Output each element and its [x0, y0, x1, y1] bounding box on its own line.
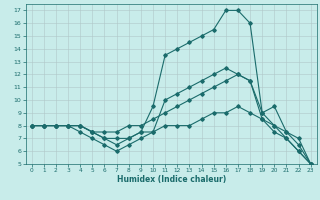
X-axis label: Humidex (Indice chaleur): Humidex (Indice chaleur)	[116, 175, 226, 184]
